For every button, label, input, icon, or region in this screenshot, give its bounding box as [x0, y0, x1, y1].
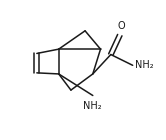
Text: NH₂: NH₂	[83, 101, 102, 111]
Text: O: O	[117, 21, 125, 31]
Text: NH₂: NH₂	[135, 60, 154, 70]
